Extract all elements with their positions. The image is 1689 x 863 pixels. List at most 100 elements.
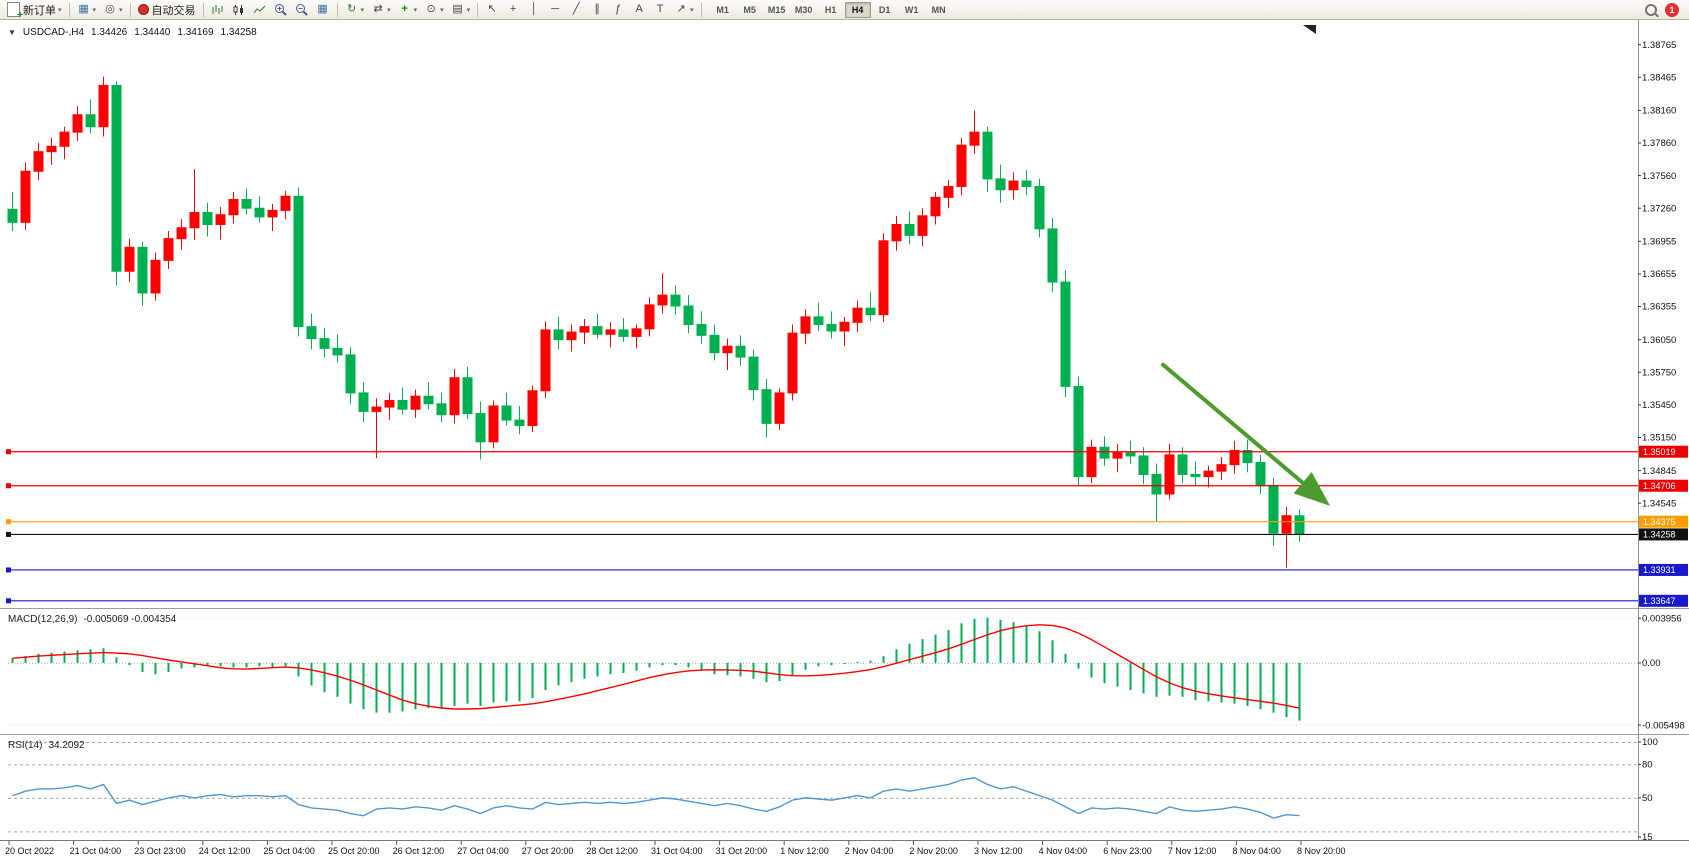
- chart-dropdown-icon[interactable]: ▼: [8, 28, 16, 37]
- svg-text:15: 15: [1642, 832, 1653, 843]
- svg-text:27 Oct 20:00: 27 Oct 20:00: [522, 846, 574, 856]
- svg-text:20 Oct 2022: 20 Oct 2022: [5, 846, 54, 856]
- line-chart-button[interactable]: [250, 1, 270, 19]
- svg-text:8 Nov 04:00: 8 Nov 04:00: [1232, 846, 1281, 856]
- zoom-out-button[interactable]: [292, 1, 312, 19]
- trend-arrow-annotation[interactable]: [1160, 362, 1331, 506]
- bar-chart-button[interactable]: [208, 1, 228, 19]
- vertical-line-button[interactable]: │: [524, 1, 544, 19]
- new-chart-button[interactable]: ▦ ▾: [74, 1, 100, 19]
- trendline-icon: ╱: [572, 3, 580, 15]
- svg-text:-0.005498: -0.005498: [1642, 720, 1685, 731]
- new-order-button[interactable]: 新订单 ▾: [4, 1, 65, 21]
- crosshair-button[interactable]: +: [503, 1, 523, 19]
- channel-icon: ∥: [594, 3, 600, 15]
- svg-text:31 Oct 20:00: 31 Oct 20:00: [716, 846, 768, 856]
- chart-canvas[interactable]: 1.35019 1.34706 1.34375 1.34258 1.33931 1.336…: [0, 20, 1689, 863]
- toolbar-separator: [336, 2, 338, 17]
- chart-shift-marker[interactable]: [1303, 25, 1316, 34]
- level-handle[interactable]: [6, 449, 11, 455]
- price-level-tag: [1639, 563, 1688, 576]
- horizontal-line-icon: ─: [551, 3, 560, 15]
- svg-text:25 Oct 20:00: 25 Oct 20:00: [328, 846, 380, 856]
- timeframe-m30-button[interactable]: M30: [794, 4, 813, 15]
- trendline-button[interactable]: ╱: [566, 1, 586, 19]
- fibonacci-button[interactable]: ƒ: [608, 1, 628, 19]
- toolbar-separator: [129, 2, 131, 17]
- svg-text:1.38465: 1.38465: [1642, 72, 1676, 83]
- level-handle[interactable]: [6, 567, 11, 573]
- price-level-tag: [1639, 445, 1688, 458]
- macd-values: -0.005069 -0.004354: [83, 614, 177, 625]
- timeframe-m1-button[interactable]: M1: [716, 4, 729, 15]
- search-icon[interactable]: [1645, 3, 1657, 16]
- level-handle[interactable]: [6, 483, 11, 489]
- toolbar-separator: [477, 2, 479, 17]
- level-handle[interactable]: [6, 531, 11, 537]
- chart-shift-button[interactable]: ⇄ ▾: [368, 1, 394, 19]
- new-order-icon: [7, 2, 23, 21]
- timeframe-toolbar: M1 M5 M15 M30 H1 H4 D1 W1 MN: [710, 1, 952, 18]
- svg-text:50: 50: [1642, 793, 1653, 804]
- dropdown-caret-icon: ▾: [690, 6, 694, 14]
- horizontal-line-button[interactable]: ─: [545, 1, 565, 19]
- periods-button[interactable]: ⊙ ▾: [421, 1, 447, 19]
- dropdown-caret-icon: ▾: [413, 6, 418, 14]
- clock-icon: ⊙: [426, 3, 436, 15]
- zoom-in-button[interactable]: [271, 1, 291, 19]
- timeframe-m15-button[interactable]: M15: [767, 4, 786, 15]
- svg-text:23 Oct 23:00: 23 Oct 23:00: [134, 846, 186, 856]
- svg-text:1.35450: 1.35450: [1642, 400, 1676, 411]
- timeframe-d1-button[interactable]: D1: [878, 4, 891, 15]
- tile-windows-button[interactable]: ▦: [313, 1, 333, 19]
- arrows-button[interactable]: ↗ ▾: [671, 1, 697, 19]
- timeframe-h4-button[interactable]: H4: [844, 1, 871, 18]
- chart-shift-icon: ⇄: [373, 3, 383, 15]
- rsi-value: 34.2092: [48, 740, 85, 751]
- svg-text:1.36355: 1.36355: [1642, 302, 1676, 313]
- arrows-icon: ↗: [676, 3, 686, 15]
- dropdown-caret-icon: ▾: [360, 6, 365, 14]
- cursor-button[interactable]: ↖: [482, 1, 502, 19]
- vertical-line-icon: │: [530, 3, 538, 15]
- toolbar: 新订单 ▾ ▦▾ ◎▾ 自动交易 ▦ ↻▾ ⇄▾ +▾ ⊙▾ ▤▾ ↖ + │ …: [0, 0, 1689, 21]
- timeframe-w1-button[interactable]: W1: [904, 4, 919, 15]
- macd-signal-line: [12, 624, 1300, 710]
- quote-close: 1.34258: [220, 27, 257, 38]
- dropdown-caret-icon: ▾: [92, 6, 97, 14]
- svg-text:2 Nov 04:00: 2 Nov 04:00: [845, 846, 894, 856]
- rsi-line: [12, 777, 1300, 819]
- indicators-button[interactable]: + ▾: [395, 1, 421, 19]
- new-order-label: 新订单: [23, 4, 56, 17]
- notification-badge[interactable]: 1: [1665, 2, 1679, 17]
- svg-text:1.37260: 1.37260: [1642, 203, 1676, 214]
- svg-text:1 Nov 12:00: 1 Nov 12:00: [780, 846, 829, 856]
- level-handle[interactable]: [6, 598, 11, 604]
- candlestick-icon: [232, 3, 246, 17]
- svg-text:1.34258: 1.34258: [1643, 530, 1676, 540]
- profiles-button[interactable]: ◎ ▾: [100, 1, 126, 19]
- text-label-button[interactable]: T: [650, 1, 670, 19]
- channel-button[interactable]: ∥: [587, 1, 607, 19]
- svg-text:1.34375: 1.34375: [1643, 517, 1676, 527]
- timeframe-h1-button[interactable]: H1: [824, 4, 837, 15]
- macd-pane: [8, 617, 1638, 726]
- svg-text:1.37560: 1.37560: [1642, 171, 1676, 182]
- templates-button[interactable]: ▤ ▾: [448, 1, 474, 19]
- svg-text:1.34845: 1.34845: [1642, 466, 1676, 477]
- dropdown-caret-icon: ▾: [387, 6, 391, 14]
- candlestick-button[interactable]: [229, 1, 249, 19]
- timeframe-m5-button[interactable]: M5: [743, 4, 756, 15]
- toolbar-separator: [202, 2, 204, 17]
- text-button[interactable]: A: [629, 1, 649, 19]
- svg-text:26 Oct 12:00: 26 Oct 12:00: [393, 846, 445, 856]
- text-label-icon: T: [656, 3, 664, 15]
- dropdown-caret-icon: ▾: [119, 6, 123, 14]
- autotrade-button[interactable]: 自动交易: [135, 1, 199, 19]
- timeframe-mn-button[interactable]: MN: [931, 4, 946, 15]
- auto-scroll-button[interactable]: ↻ ▾: [342, 1, 368, 19]
- level-handle[interactable]: [6, 519, 11, 525]
- autotrade-icon: [137, 4, 149, 15]
- crosshair-icon: +: [509, 3, 517, 15]
- svg-text:1.38765: 1.38765: [1642, 40, 1676, 51]
